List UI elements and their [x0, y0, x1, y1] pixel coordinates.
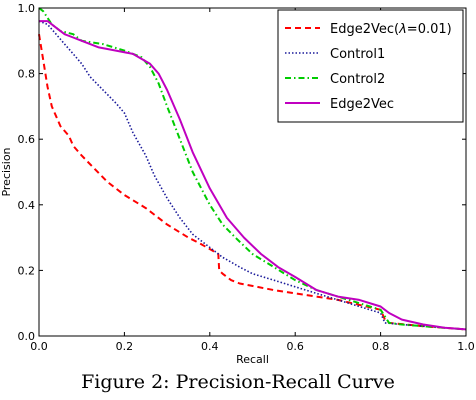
x-tick-label: 0.0	[30, 340, 48, 353]
legend: Edge2Vec(λ=0.01) Control1 Control2 Edge2Vec	[277, 9, 464, 123]
y-tick-label: 0.6	[18, 133, 36, 146]
y-tick-label: 0.2	[18, 264, 36, 277]
legend-label-part: λ	[398, 22, 407, 37]
series-line-1	[38, 34, 467, 331]
precision-recall-chart: 0.0 0.2 0.4 0.6 0.8 1.0 0.0 0.2 0.4 0.6 0.8 1.0 Rec…	[0, 2, 475, 366]
y-tick-label: 1.0	[18, 2, 36, 15]
series-line-3	[38, 7, 467, 331]
legend-label-2: Control1	[330, 47, 385, 62]
plot-lines	[38, 7, 467, 331]
legend-label-part: =0.01)	[407, 22, 452, 37]
y-axis-label: Precision	[0, 147, 13, 196]
x-axis-label: Recall	[236, 353, 269, 366]
legend-label-1: Edge2Vec(λ=0.01)	[330, 22, 452, 37]
x-tick-label: 0.4	[201, 340, 219, 353]
figure-caption: Figure 2: Precision-Recall Curve	[81, 371, 395, 393]
y-tick-label: 0.0	[18, 330, 36, 343]
legend-label-4: Edge2Vec	[330, 97, 394, 112]
axis-ticks: 0.0 0.2 0.4 0.6 0.8 1.0 0.0 0.2 0.4 0.6 0.8 1.0	[18, 2, 475, 353]
x-tick-label: 0.2	[116, 340, 134, 353]
x-tick-label: 1.0	[457, 340, 475, 353]
legend-label-part: Edge2Vec(	[330, 22, 399, 37]
series-line-2	[38, 20, 467, 331]
x-tick-label: 0.6	[286, 340, 304, 353]
x-tick-label: 0.8	[372, 340, 390, 353]
legend-label-3: Control2	[330, 72, 385, 87]
y-tick-label: 0.4	[18, 199, 36, 212]
y-tick-label: 0.8	[18, 68, 36, 81]
plot-frame	[38, 7, 467, 337]
series-line-4	[39, 20, 467, 331]
